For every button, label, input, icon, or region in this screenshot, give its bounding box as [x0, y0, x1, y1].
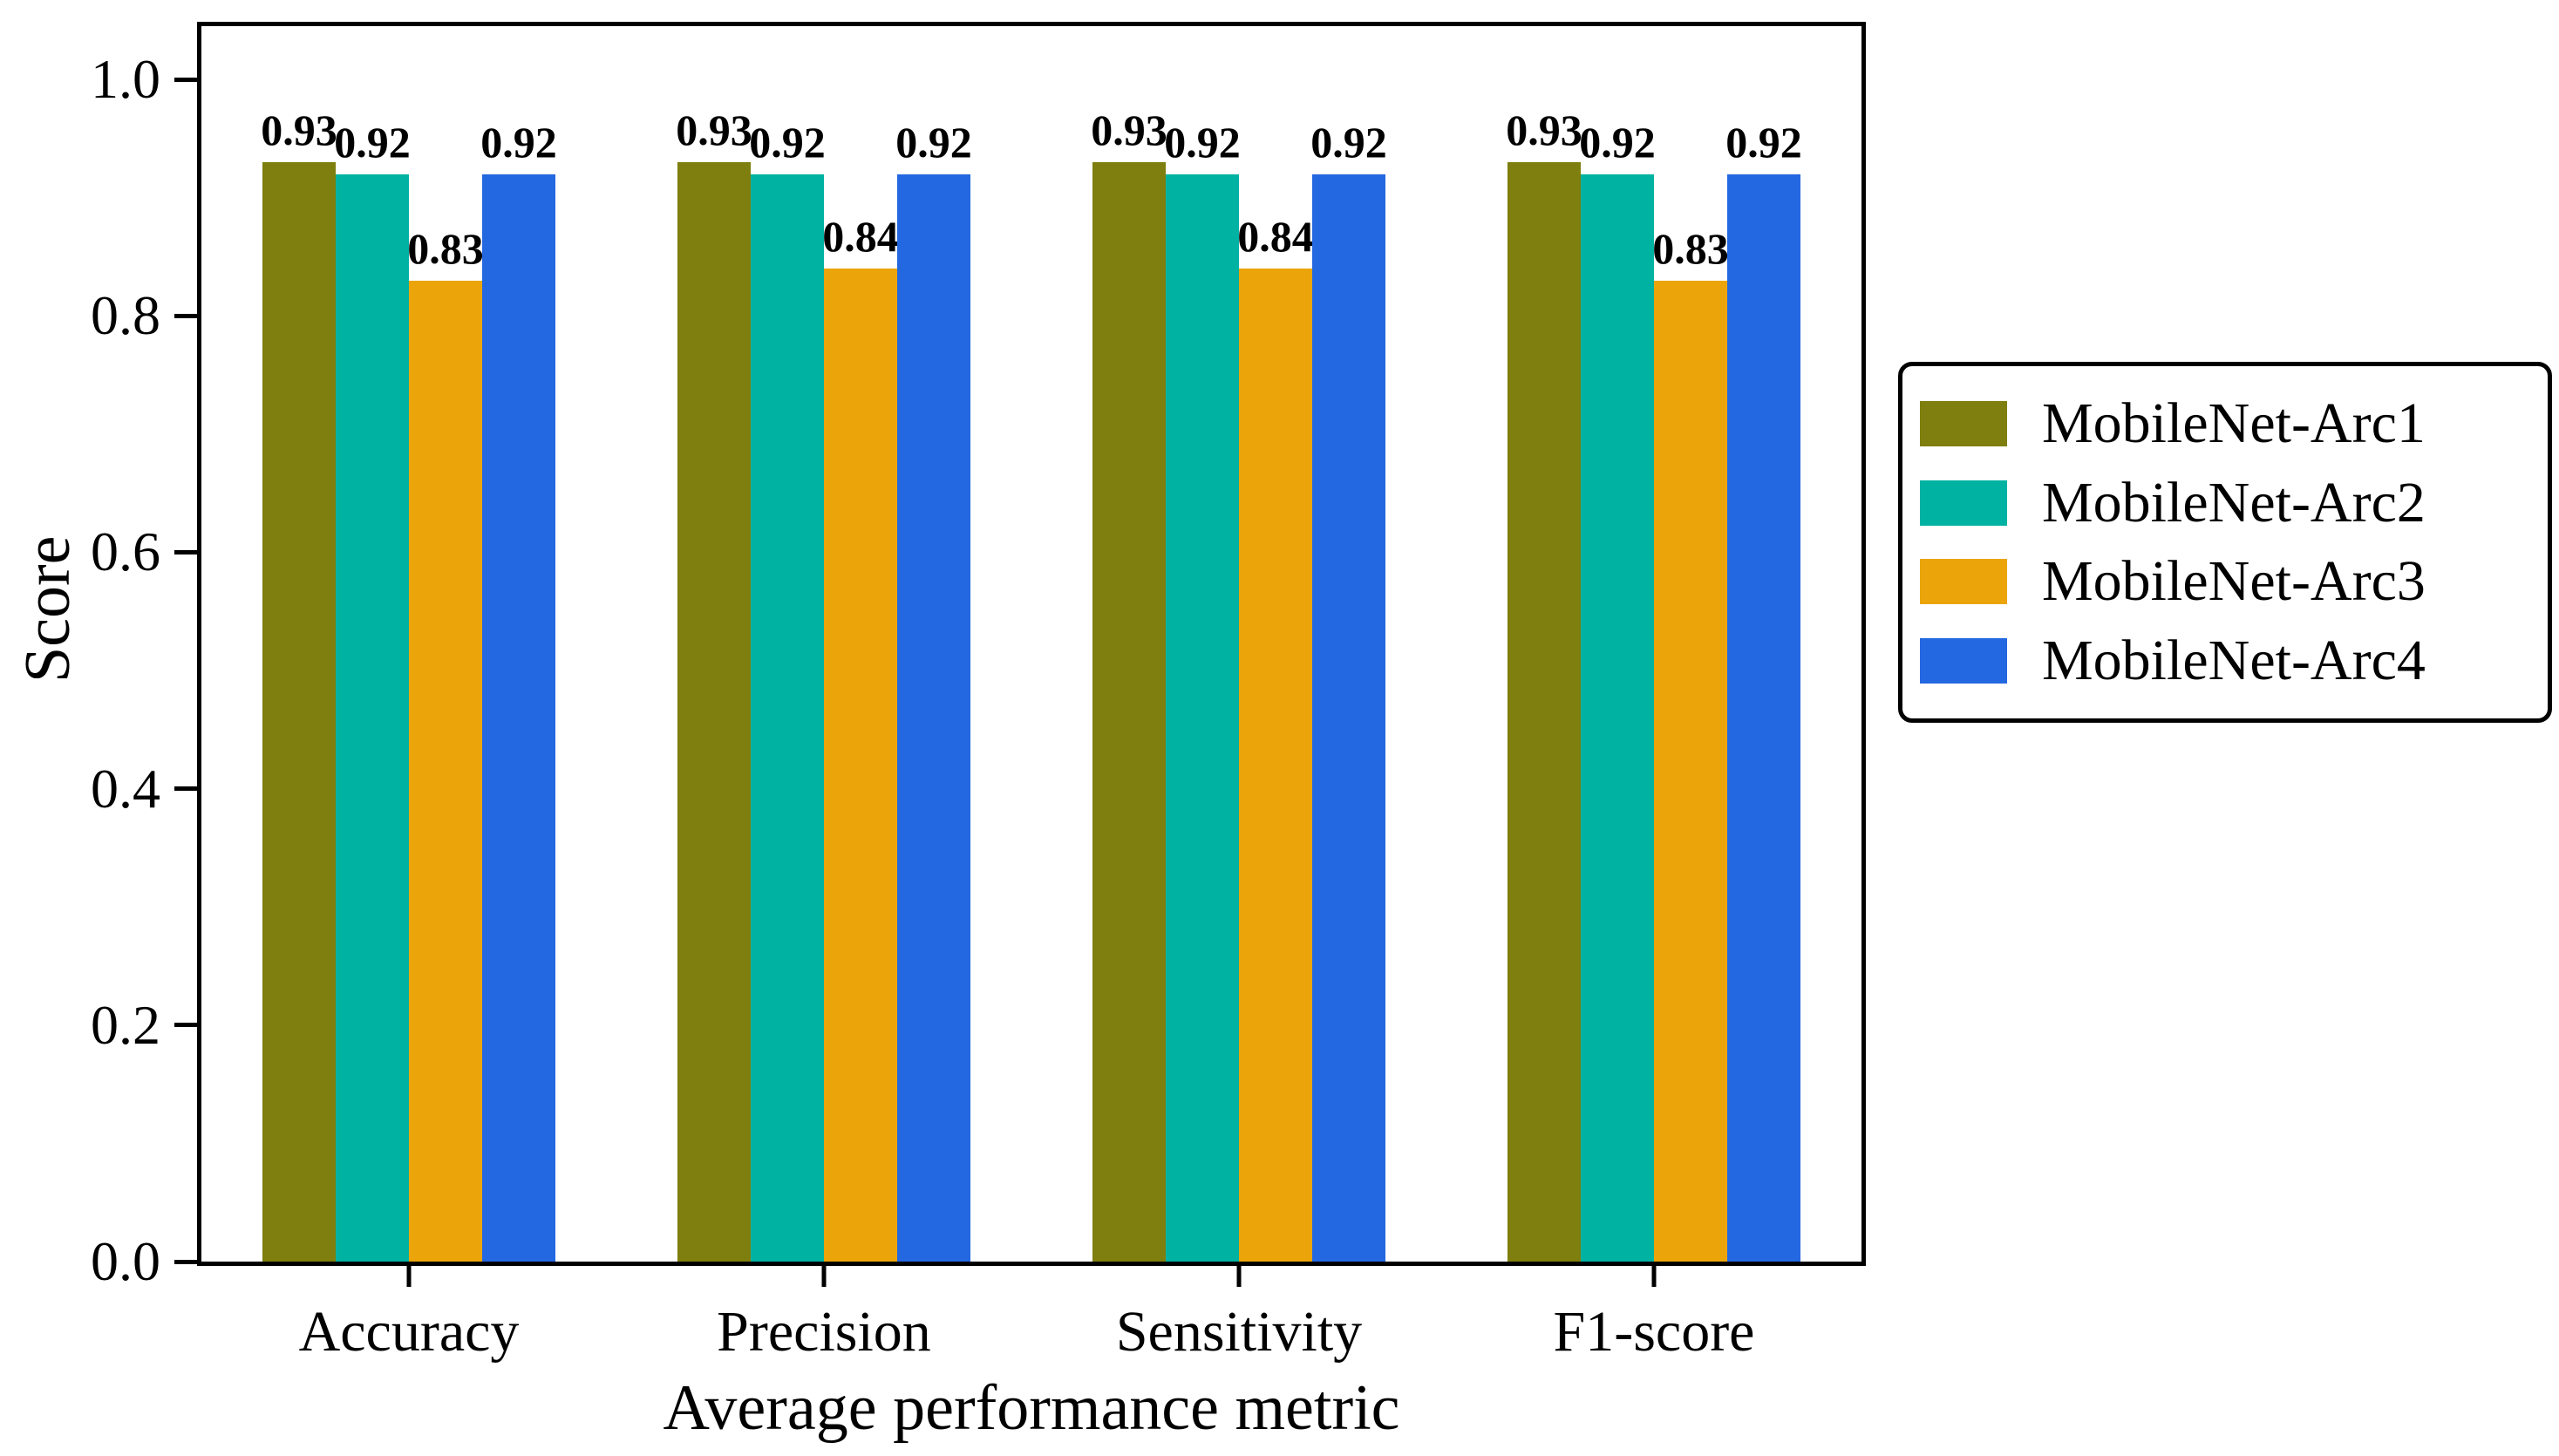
bar-mobilenet-arc1-f1-score: 0.93 [1506, 108, 1582, 1262]
bar-groups-container: 0.93 0.92 0.83 0.92 Accuracy 0.93 0.92 0.84 0.92… [201, 26, 1861, 1361]
bar-value-label: 0.92 [334, 117, 411, 167]
bar-mobilenet-arc4-precision: 0.92 [895, 120, 972, 1262]
legend-swatch-mobilenet-arc4 [1920, 638, 2007, 684]
y-tick-mark [174, 1259, 197, 1264]
y-tick-label: 0.4 [91, 757, 160, 820]
bar-value-label: 0.92 [1164, 117, 1241, 167]
bar-mobilenet-arc3-sensitivity: 0.84 [1237, 214, 1314, 1262]
bar-mobilenet-arc4-accuracy: 0.92 [480, 120, 557, 1262]
bar-mobilenet-arc1-accuracy: 0.93 [261, 108, 337, 1262]
bar-value-label: 0.92 [1725, 117, 1802, 167]
y-tick-label: 0.0 [91, 1230, 160, 1292]
y-tick-mark [174, 786, 197, 792]
x-axis-title: Average performance metric [663, 1372, 1400, 1444]
bar-mobilenet-arc1-sensitivity: 0.93 [1091, 108, 1167, 1262]
legend-swatch-mobilenet-arc2 [1920, 480, 2007, 526]
bar-value-label: 0.84 [822, 211, 899, 261]
x-tick-mark [1236, 1266, 1242, 1287]
bar-group-accuracy: 0.93 0.92 0.83 0.92 Accuracy [201, 26, 616, 1361]
bar-mobilenet-arc3-precision: 0.84 [822, 214, 899, 1262]
x-tick-label-accuracy: Accuracy [298, 1300, 520, 1364]
bar-mobilenet-arc2-f1-score: 0.92 [1579, 120, 1656, 1262]
bar-mobilenet-arc4-sensitivity: 0.92 [1310, 120, 1387, 1262]
bar-mobilenet-arc2-accuracy: 0.92 [334, 120, 411, 1262]
y-tick-0.4: 0.4 [91, 757, 197, 820]
bar-mobilenet-arc3-f1-score: 0.83 [1652, 227, 1729, 1262]
x-tick-label-sensitivity: Sensitivity [1115, 1300, 1363, 1364]
y-tick-0.6: 0.6 [91, 524, 197, 580]
x-tick-mark [1651, 1266, 1657, 1287]
y-tick-1.0: 1.0 [91, 51, 197, 107]
bar-mobilenet-arc2-precision: 0.92 [749, 120, 826, 1262]
legend-swatch-mobilenet-arc1 [1920, 400, 2007, 446]
bar-value-label: 0.83 [1652, 223, 1729, 273]
bar-value-label: 0.93 [1506, 105, 1582, 154]
bar-value-label: 0.83 [407, 223, 484, 273]
bar-value-label: 0.93 [261, 105, 337, 154]
bar-value-label: 0.93 [1091, 105, 1167, 154]
plot-area: 0.93 0.92 0.83 0.92 Accuracy 0.93 0.92 0.84 0.92… [91, 22, 1866, 1361]
legend-item-mobilenet-arc1: MobileNet-Arc1 [1920, 391, 2530, 455]
bar-mobilenet-arc2-sensitivity: 0.92 [1164, 120, 1241, 1262]
legend-swatch-mobilenet-arc3 [1920, 559, 2007, 605]
legend-item-mobilenet-arc4: MobileNet-Arc4 [1920, 632, 2530, 690]
y-tick-mark [174, 77, 197, 82]
bar-group-precision: 0.93 0.92 0.84 0.92 Precision [616, 26, 1031, 1361]
bar-mobilenet-arc3-accuracy: 0.83 [407, 227, 484, 1262]
legend-label: MobileNet-Arc1 [2042, 391, 2426, 455]
legend-label: MobileNet-Arc4 [2042, 629, 2426, 693]
y-tick-label: 0.6 [91, 520, 160, 583]
bar-value-label: 0.92 [895, 117, 972, 167]
y-tick-mark [174, 549, 197, 555]
bar-value-label: 0.92 [749, 117, 826, 167]
y-tick-label: 0.2 [91, 993, 160, 1056]
x-tick-mark [821, 1266, 827, 1287]
bar-group-sensitivity: 0.93 0.92 0.84 0.92 Sensitivity [1031, 26, 1446, 1361]
bar-value-label: 0.93 [676, 105, 752, 154]
legend-item-mobilenet-arc2: MobileNet-Arc2 [1920, 470, 2530, 534]
legend-label: MobileNet-Arc3 [2042, 549, 2426, 614]
legend: MobileNet-Arc1 MobileNet-Arc2 MobileNet-Ar… [1898, 362, 2552, 723]
x-tick-label-f1-score: F1-score [1553, 1300, 1755, 1364]
x-tick-mark [406, 1266, 412, 1287]
legend-item-mobilenet-arc3: MobileNet-Arc3 [1920, 553, 2530, 610]
x-tick-label-precision: Precision [717, 1300, 931, 1364]
y-tick-0.8: 0.8 [91, 288, 197, 344]
y-tick-mark [174, 1023, 197, 1028]
bar-value-label: 0.92 [1579, 117, 1656, 167]
y-tick-label: 0.8 [91, 284, 160, 347]
bar-value-label: 0.92 [1310, 117, 1387, 167]
bar-mobilenet-arc1-precision: 0.93 [676, 108, 752, 1262]
bar-value-label: 0.92 [480, 117, 557, 167]
bar-group-f1-score: 0.93 0.92 0.83 0.92 F1-score [1446, 26, 1861, 1361]
y-tick-0.2: 0.2 [91, 997, 197, 1053]
y-tick-0.0: 0.0 [91, 1234, 197, 1289]
y-tick-mark [174, 313, 197, 318]
bar-value-label: 0.84 [1237, 211, 1314, 261]
y-tick-label: 1.0 [91, 48, 160, 111]
bar-mobilenet-arc4-f1-score: 0.92 [1725, 120, 1802, 1262]
y-axis-title: Score [12, 535, 84, 684]
legend-label: MobileNet-Arc2 [2042, 470, 2426, 534]
